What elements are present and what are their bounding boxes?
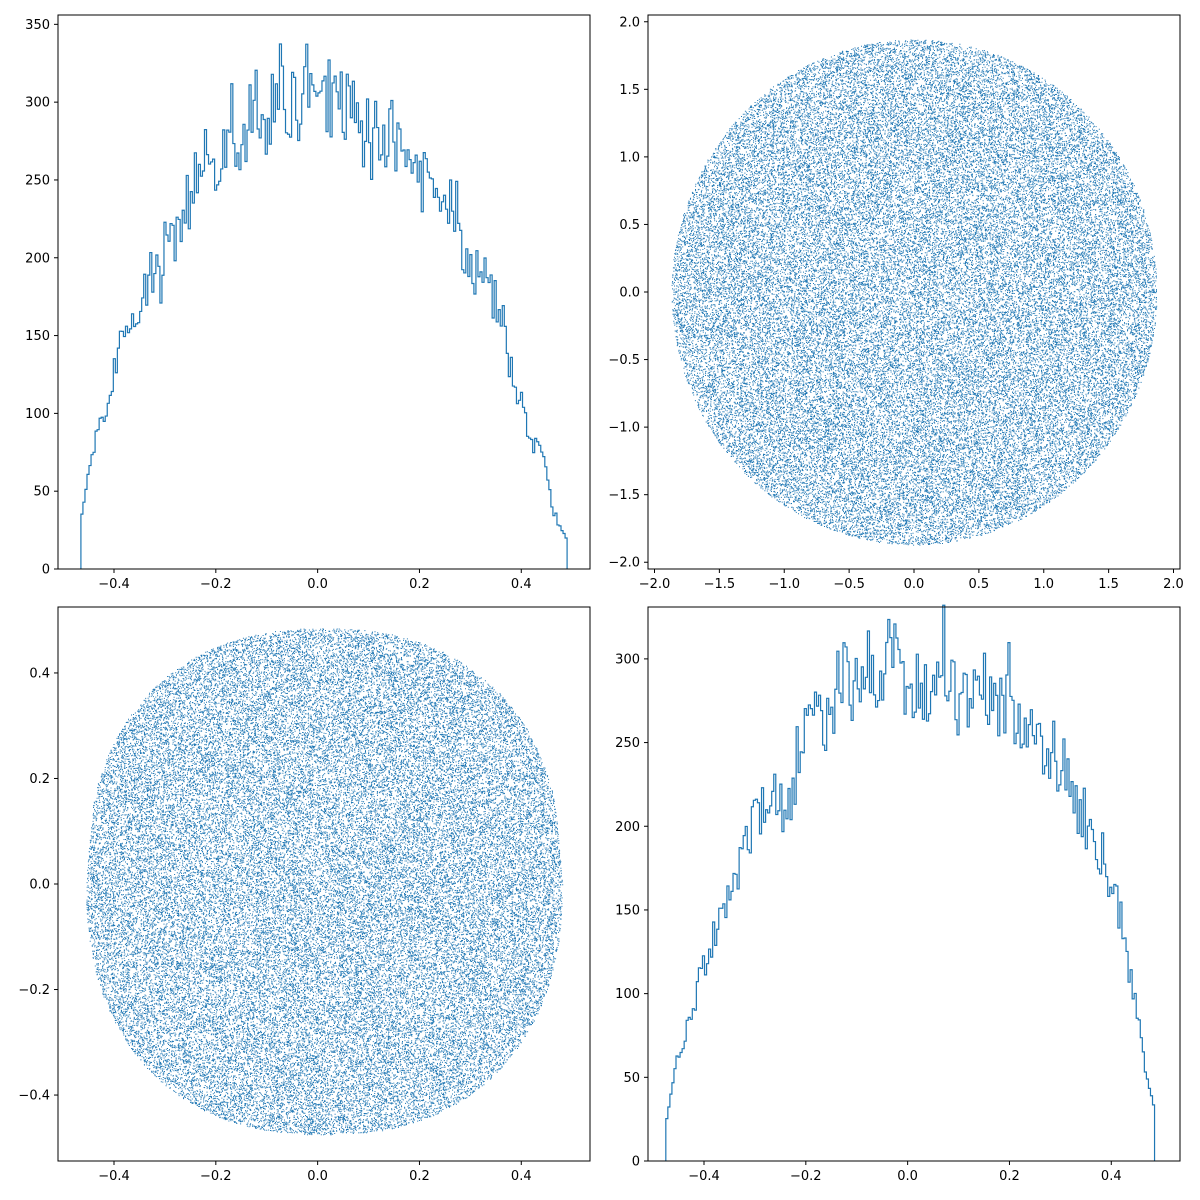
y-tick-label: 0.0	[619, 286, 640, 301]
x-tick-label: 0.0	[307, 577, 328, 592]
y-tick-label: 250	[25, 173, 50, 188]
y-tick-label: 2.0	[619, 15, 640, 30]
x-tick-label: 0.2	[999, 1169, 1020, 1184]
axis-ticks-layer: −0.4 −0.2 0.0 0.2 0.4 0 50 100 150 200 250 300	[615, 652, 1121, 1184]
x-tick-label: −0.4	[98, 577, 130, 592]
x-tick-label: 2.0	[1163, 577, 1184, 592]
y-tick-label: 0.2	[29, 772, 50, 787]
y-tick-label: 50	[623, 1071, 640, 1086]
x-tick-label: 0.4	[511, 1169, 532, 1184]
y-tick-label: 50	[33, 485, 50, 500]
axis-ticks-layer: −0.4 −0.2 0.0 0.2 0.4 0 50 100 150 200 250 300 350	[25, 18, 531, 592]
x-tick-label: 1.0	[1033, 577, 1054, 592]
top-right-scatter-panel: −2.0 −1.5 −1.0 −0.5 0.0 0.5 1.0 1.5 2.0 −2.0 −1.5 −…	[608, 14, 1184, 592]
histogram-step-line-layer	[665, 604, 1156, 1161]
scatter-points-layer	[86, 628, 564, 1136]
y-tick-label: −0.5	[608, 353, 640, 368]
y-tick-label: 200	[615, 820, 640, 835]
y-tick-label: 0.4	[29, 666, 50, 681]
bottom-right-histogram-panel: −0.4 −0.2 0.0 0.2 0.4 0 50 100 150 200 250 300	[615, 604, 1181, 1184]
y-tick-label: 100	[25, 407, 50, 422]
axes-frame	[647, 14, 1181, 570]
top-left-histogram-panel: −0.4 −0.2 0.0 0.2 0.4 0 50 100 150 200 250 300 350	[25, 14, 591, 592]
x-tick-label: 0.4	[1101, 1169, 1122, 1184]
axes-frame	[647, 606, 1181, 1162]
axes-frame	[57, 606, 591, 1162]
x-tick-label: −1.5	[704, 577, 736, 592]
x-tick-label: 1.5	[1098, 577, 1119, 592]
x-tick-label: −2.0	[639, 577, 671, 592]
y-tick-label: 0.0	[29, 878, 50, 893]
y-tick-label: −1.0	[608, 421, 640, 436]
y-tick-label: −1.5	[608, 488, 640, 503]
x-tick-label: −0.2	[200, 577, 232, 592]
x-tick-label: 0.0	[904, 577, 925, 592]
y-tick-label: 100	[615, 987, 640, 1002]
bottom-left-scatter-panel: −0.4 −0.2 0.0 0.2 0.4 −0.4 −0.2 0.0 0.2 0.4	[18, 606, 591, 1184]
x-tick-label: 0.5	[969, 577, 990, 592]
x-tick-label: −0.5	[833, 577, 865, 592]
y-tick-label: 250	[615, 736, 640, 751]
scatter-points	[86, 628, 564, 1136]
x-tick-label: 0.2	[409, 577, 430, 592]
y-tick-label: 1.0	[619, 150, 640, 165]
y-tick-label: 150	[615, 903, 640, 918]
y-tick-label: 0.5	[619, 218, 640, 233]
y-tick-label: 150	[25, 329, 50, 344]
axis-ticks-layer: −0.4 −0.2 0.0 0.2 0.4 −0.4 −0.2 0.0 0.2 0.4	[18, 666, 531, 1184]
x-tick-label: −1.0	[768, 577, 800, 592]
x-tick-label: 0.0	[307, 1169, 328, 1184]
y-tick-label: −0.4	[18, 1089, 50, 1104]
x-tick-label: −0.4	[688, 1169, 720, 1184]
y-tick-label: 0	[42, 563, 50, 578]
x-tick-label: 0.2	[409, 1169, 430, 1184]
histogram-step-line	[80, 43, 568, 569]
axis-ticks-layer: −2.0 −1.5 −1.0 −0.5 0.0 0.5 1.0 1.5 2.0 −2.0 −1.5 −…	[608, 15, 1183, 592]
y-tick-label: 0	[632, 1155, 640, 1170]
y-tick-label: 300	[615, 652, 640, 667]
y-tick-label: 200	[25, 251, 50, 266]
y-tick-label: 300	[25, 96, 50, 111]
y-tick-label: 350	[25, 18, 50, 33]
x-tick-label: −0.4	[98, 1169, 130, 1184]
histogram-step-line-layer	[80, 43, 568, 569]
x-tick-label: −0.2	[200, 1169, 232, 1184]
y-tick-label: 1.5	[619, 83, 640, 98]
axes-frame	[57, 14, 591, 570]
y-tick-label: −2.0	[608, 556, 640, 571]
x-tick-label: 0.0	[897, 1169, 918, 1184]
histogram-step-line	[665, 604, 1156, 1161]
x-tick-label: −0.2	[790, 1169, 822, 1184]
x-tick-label: 0.4	[511, 577, 532, 592]
y-tick-label: −0.2	[18, 983, 50, 998]
